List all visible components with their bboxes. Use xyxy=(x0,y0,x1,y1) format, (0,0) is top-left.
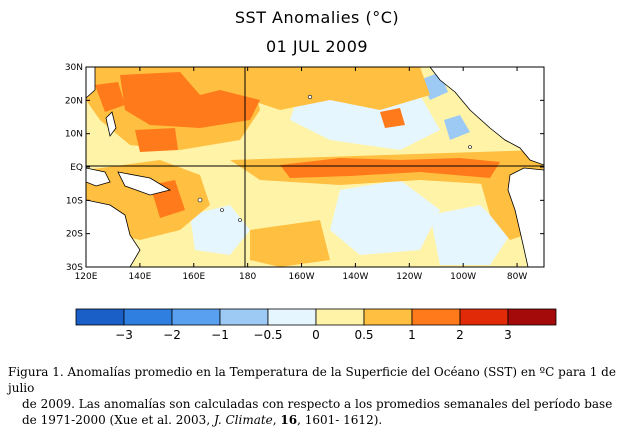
lon-label-120w: 120W xyxy=(396,272,422,282)
caption-line-3-start: de 1971-2000 (Xue et al. 2003, xyxy=(22,413,214,427)
latitude-labels: 30N 20N 10N EQ 10S 20S 30S xyxy=(65,63,83,273)
colorbar-label: −3 xyxy=(115,328,133,342)
colorbar-swatch xyxy=(507,308,557,326)
axis-ticks xyxy=(85,66,544,268)
land-masses xyxy=(86,67,544,267)
lon-label-160e: 160E xyxy=(182,272,205,282)
caption-journal: J. Climate xyxy=(213,413,273,427)
colorbar xyxy=(75,308,557,326)
colorbar-swatch xyxy=(267,308,317,326)
sst-anomaly-map: 30N 20N 10N EQ 10S 20S 30S 120E 140E 160E 180 160W… xyxy=(65,63,557,342)
colorbar-swatch xyxy=(459,308,509,326)
colorbar-label: 0.5 xyxy=(354,328,373,342)
caption-volume: 16 xyxy=(280,413,298,427)
caption-line-1: Figura 1. Anomalías promedio en la Tempe… xyxy=(8,365,616,395)
lat-label-10s: 10S xyxy=(66,196,83,206)
caption-line-3-end: , 1601- 1612). xyxy=(297,413,383,427)
figure-caption: Figura 1. Anomalías promedio en la Tempe… xyxy=(8,364,628,428)
caption-line-3: de 1971-2000 (Xue et al. 2003, J. Climat… xyxy=(8,412,628,428)
colorbar-label: −2 xyxy=(163,328,181,342)
lon-label-140w: 140W xyxy=(342,272,368,282)
lon-label-120e: 120E xyxy=(75,272,98,282)
colorbar-labels: −3 −2 −1 −0.5 0 0.5 1 2 3 xyxy=(115,328,512,342)
lat-label-20s: 20S xyxy=(66,230,83,240)
lat-label-eq: EQ xyxy=(70,163,83,173)
colorbar-swatch xyxy=(363,308,413,326)
lon-label-160w: 160W xyxy=(288,272,314,282)
map-title: SST Anomalies (°C) xyxy=(234,8,400,27)
lon-label-180: 180 xyxy=(239,272,256,282)
colorbar-swatch xyxy=(315,308,365,326)
lat-label-30s: 30S xyxy=(66,263,83,273)
lat-label-30n: 30N xyxy=(65,63,83,73)
map-date: 01 JUL 2009 xyxy=(265,37,369,56)
colorbar-label: −1 xyxy=(211,328,229,342)
lon-label-140e: 140E xyxy=(128,272,151,282)
colorbar-swatch xyxy=(411,308,461,326)
colorbar-swatch xyxy=(171,308,221,326)
longitude-labels: 120E 140E 160E 180 160W 140W 120W 100W 80W xyxy=(75,272,528,282)
lon-label-80w: 80W xyxy=(507,272,527,282)
colorbar-swatch xyxy=(219,308,269,326)
colorbar-label: 0 xyxy=(312,328,320,342)
colorbar-label: 3 xyxy=(504,328,512,342)
colorbar-swatch xyxy=(123,308,173,326)
colorbar-label: 1 xyxy=(408,328,416,342)
caption-line-2: de 2009. Las anomalías son calculadas co… xyxy=(22,397,613,411)
colorbar-label: 2 xyxy=(456,328,464,342)
lon-label-100w: 100W xyxy=(450,272,476,282)
lat-label-10n: 10N xyxy=(65,130,83,140)
colorbar-label: −0.5 xyxy=(253,328,282,342)
colorbar-swatch xyxy=(75,308,125,326)
lat-label-20n: 20N xyxy=(65,96,83,106)
